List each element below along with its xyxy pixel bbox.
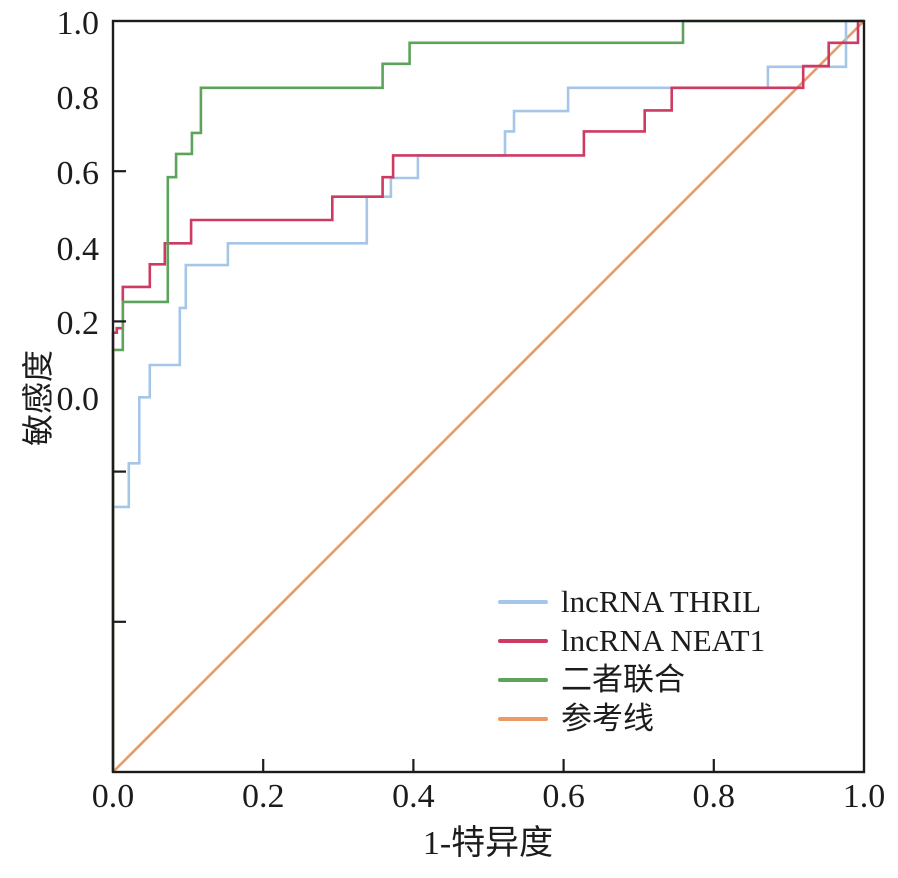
y-tick-label: 1.0: [57, 5, 100, 42]
legend-item: 参考线: [498, 699, 765, 738]
y-tick-label: 0.8: [57, 80, 100, 117]
x-tick-label: 0.4: [392, 778, 435, 815]
legend-label-reference: 参考线: [561, 701, 654, 736]
legend-line-swatch-thril: [498, 599, 548, 604]
curve-2: [111, 19, 864, 772]
x-tick-label: 0.8: [693, 778, 736, 815]
legend-label-thril: lncRNA THRIL: [561, 584, 762, 619]
legend-label-combined: 二者联合: [561, 662, 685, 697]
x-axis-title: 1-特异度: [422, 825, 554, 862]
x-tick-label: 1.0: [843, 778, 886, 815]
x-tick-label: 0.6: [542, 778, 585, 815]
curve-reference: [112, 20, 865, 773]
legend-line-swatch-neat1: [498, 638, 548, 643]
legend-item: lncRNA THRIL: [498, 582, 765, 621]
plot-frame: [111, 19, 866, 774]
x-tick-label: 0.0: [92, 778, 135, 815]
legend: lncRNA THRIL lncRNA NEAT1 二者联合 参考线: [498, 582, 765, 738]
y-tick-label: 0.2: [57, 305, 100, 342]
y-tick-label: 0.0: [57, 381, 100, 418]
legend-label-neat1: lncRNA NEAT1: [561, 623, 766, 658]
curve-1: [111, 19, 864, 772]
y-tick-label: 0.4: [57, 231, 100, 268]
x-tick-label: 0.2: [242, 778, 285, 815]
y-tick-label: 0.6: [57, 155, 100, 192]
legend-item: lncRNA NEAT1: [498, 621, 765, 660]
legend-item: 二者联合: [498, 660, 765, 699]
legend-line-swatch-reference: [498, 716, 548, 721]
legend-line-swatch-combined: [498, 677, 548, 682]
y-axis-title: 敏感度: [20, 350, 56, 447]
